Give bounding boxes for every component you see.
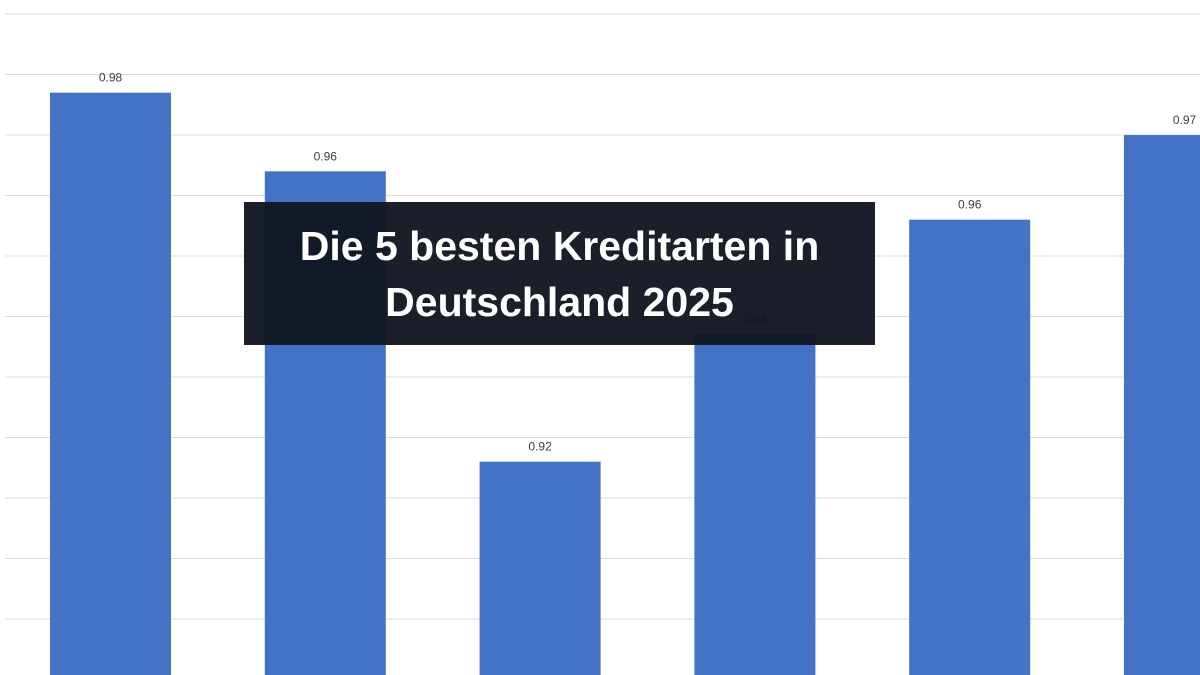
bar xyxy=(694,334,816,675)
value-label: 0.97 xyxy=(1173,113,1197,127)
value-label: 0.92 xyxy=(528,440,552,454)
value-label: 0.96 xyxy=(958,198,982,212)
value-label: 0.96 xyxy=(314,149,338,163)
bar xyxy=(479,461,601,675)
bar xyxy=(50,92,171,675)
title-box: Die 5 besten Kreditarten in Deutschland … xyxy=(244,202,875,345)
bar xyxy=(909,219,1031,675)
value-label: 0.98 xyxy=(99,71,123,85)
chart-title: Die 5 besten Kreditarten in Deutschland … xyxy=(299,222,820,325)
bar xyxy=(1124,135,1200,675)
